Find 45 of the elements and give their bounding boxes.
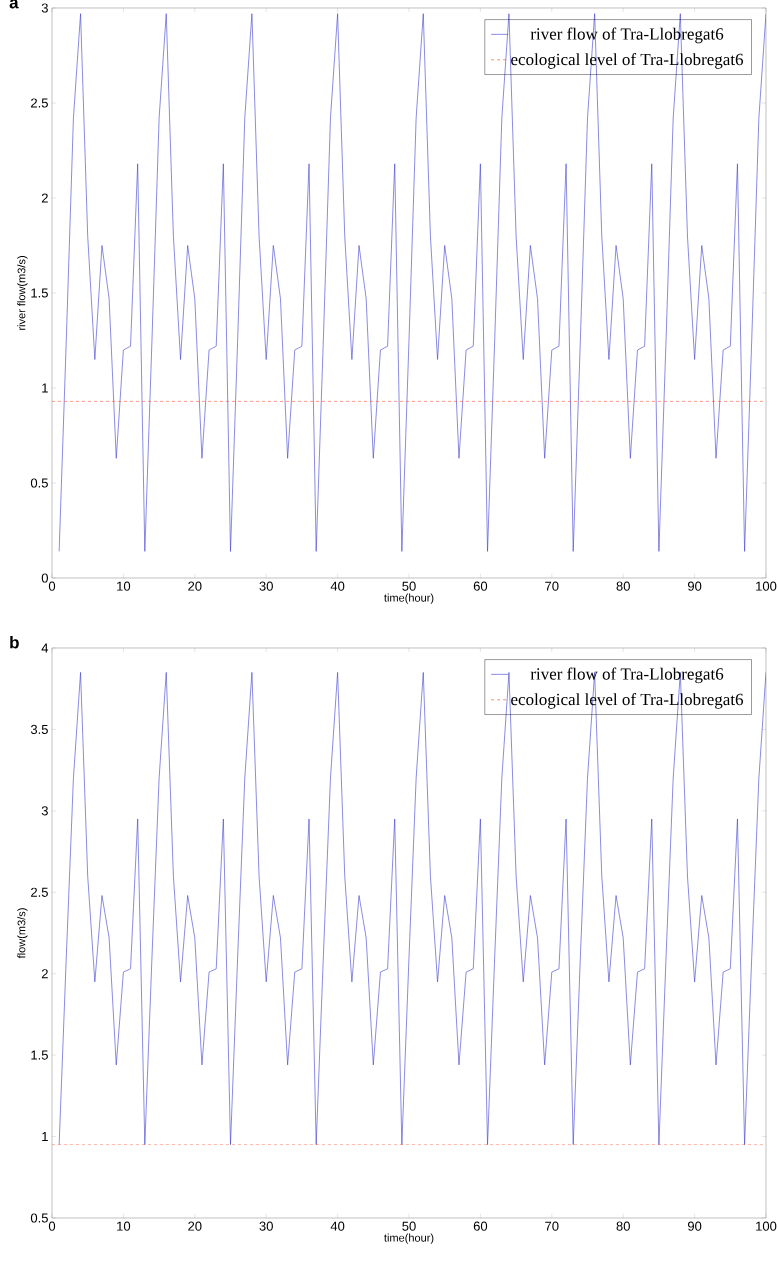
x-tick-label: 10 (117, 581, 131, 591)
x-tick-label: 10 (117, 1221, 131, 1231)
x-axis-title: time(hour) (384, 1233, 434, 1244)
y-tick-label: 3.5 (30, 724, 48, 735)
x-tick-label: 70 (545, 581, 559, 591)
x-tick-label: 90 (687, 581, 702, 591)
y-tick-label: 0 (41, 573, 48, 583)
y-tick-label: 3 (41, 3, 48, 13)
legend-label: river flow of Tra-Llobregat6 (530, 667, 724, 684)
chart-title: a (9, 0, 19, 9)
legend-label: ecological level of Tra-Llobregat6 (511, 693, 744, 709)
y-tick-label: 1.5 (31, 288, 48, 298)
x-axis-title: time(hour) (384, 593, 434, 604)
y-tick-label: 1 (42, 383, 48, 393)
y-tick-label: 1.5 (31, 1050, 48, 1060)
y-tick-label: 1 (42, 1132, 48, 1142)
x-tick-label: 60 (473, 581, 488, 591)
legend-label: river flow of Tra-Llobregat6 (530, 27, 724, 44)
x-tick-label: 20 (188, 1221, 202, 1231)
y-axis-title: flow(m3/s) (17, 908, 28, 959)
x-tick-label: 30 (259, 1221, 273, 1231)
x-tick-label: 50 (402, 1221, 416, 1231)
x-tick-label: 80 (616, 581, 630, 591)
x-tick-label: 20 (188, 581, 202, 591)
x-tick-label: 30 (259, 581, 273, 591)
legend-label: ecological level of Tra-Llobregat6 (511, 53, 744, 69)
x-tick-label: 70 (545, 1221, 559, 1231)
x-tick-label: 100 (756, 1221, 777, 1231)
x-tick-label: 100 (756, 581, 777, 591)
x-tick-label: 80 (616, 1221, 630, 1231)
y-tick-label: 2.5 (31, 98, 48, 108)
y-axis-title: river flow(m3/s) (17, 256, 28, 330)
y-tick-label: 2 (41, 193, 48, 203)
y-tick-label: 2 (41, 969, 48, 979)
y-tick-label: 4 (41, 643, 49, 653)
y-tick-label: 2.5 (31, 887, 48, 897)
x-tick-label: 40 (330, 1221, 345, 1231)
y-tick-label: 0.5 (30, 478, 48, 488)
y-tick-label: 3 (41, 806, 48, 816)
x-tick-label: 90 (687, 1221, 702, 1231)
x-tick-label: 60 (473, 1221, 488, 1231)
x-tick-label: 40 (330, 581, 345, 591)
x-tick-label: 50 (402, 581, 416, 591)
chart-title: b (10, 635, 19, 649)
y-tick-label: 0.5 (30, 1213, 48, 1223)
